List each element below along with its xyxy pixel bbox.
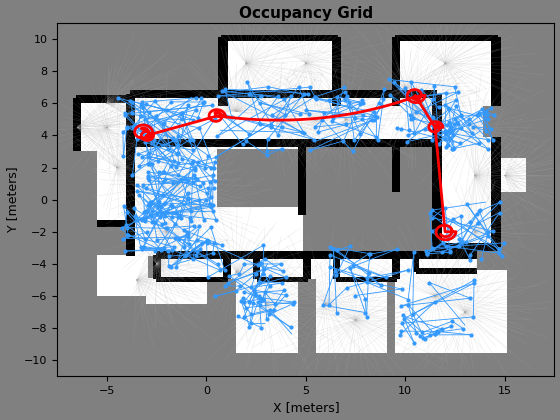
Y-axis label: Y [meters]: Y [meters]: [6, 167, 18, 232]
X-axis label: X [meters]: X [meters]: [273, 402, 339, 415]
Title: Occupancy Grid: Occupancy Grid: [239, 5, 373, 21]
